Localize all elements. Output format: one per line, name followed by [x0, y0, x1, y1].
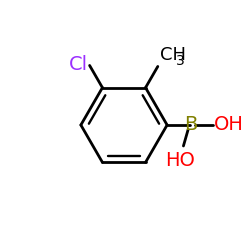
Text: OH: OH [214, 116, 244, 134]
Text: Cl: Cl [68, 55, 88, 74]
Text: CH: CH [160, 46, 186, 64]
Text: HO: HO [165, 151, 195, 170]
Text: 3: 3 [176, 54, 185, 68]
Text: B: B [184, 116, 197, 134]
